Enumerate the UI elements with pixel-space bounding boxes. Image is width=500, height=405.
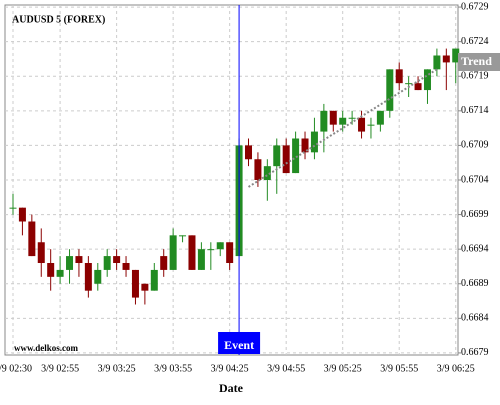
candle-body (197, 249, 205, 270)
candle-body (273, 145, 281, 167)
y-tick-label: 0.6719 (461, 71, 489, 82)
candle-body (113, 256, 121, 264)
x-tick-label: 3/9 05:25 (324, 363, 362, 374)
candle-body (150, 269, 158, 291)
candle-body (423, 69, 431, 91)
candle-body (367, 124, 375, 126)
x-tick-label: 3/9 03:55 (154, 363, 192, 374)
candle-body (282, 145, 290, 174)
candle-body (141, 283, 149, 291)
candle-body (386, 69, 394, 111)
candle-body (254, 159, 262, 180)
y-tick-label: 0.6689 (461, 278, 489, 289)
candle-body (329, 110, 337, 125)
candle-body (131, 269, 139, 298)
trend-label-box (458, 53, 500, 71)
candle-body (226, 242, 234, 264)
candle-body (207, 249, 215, 251)
candle-body (160, 256, 168, 270)
y-tick-label: 0.6679 (461, 347, 489, 358)
candle-body (310, 131, 318, 153)
candle-body (433, 55, 441, 70)
watermark: www.delkos.com (14, 343, 79, 353)
candle-body (28, 221, 36, 257)
x-tick-label: 3/9 02:30 (0, 363, 32, 374)
trend-label: Trend (461, 54, 492, 68)
x-tick-label: 3/9 04:25 (211, 363, 249, 374)
candle-body (18, 207, 26, 222)
candle-body (358, 117, 366, 132)
x-tick-label: 3/9 05:55 (380, 363, 418, 374)
candle-body (245, 145, 252, 160)
candle-body (216, 242, 224, 250)
y-tick-label: 0.6724 (461, 36, 489, 47)
x-tick-label: 3/9 03:25 (98, 363, 136, 374)
candle-body (169, 235, 177, 270)
x-tick-label: 3/9 06:25 (437, 363, 475, 374)
plot-area (4, 4, 459, 356)
trend-line (247, 68, 438, 188)
y-tick-label: 0.6684 (461, 313, 489, 324)
y-tick-label: 0.6709 (461, 140, 489, 151)
x-tick-label: 3/9 02:55 (41, 363, 79, 374)
candle-body (320, 110, 328, 132)
candle-body (442, 55, 450, 63)
event-label: Event (224, 338, 254, 352)
y-tick-label: 0.6714 (461, 105, 489, 116)
candle-body (66, 256, 74, 270)
y-tick-label: 0.6704 (461, 174, 489, 185)
candle-body (84, 263, 92, 291)
candle-body (301, 138, 309, 153)
x-axis-label: Date (219, 381, 244, 395)
candle-body (339, 117, 347, 125)
candle-body (348, 117, 356, 119)
candle-body (188, 235, 196, 270)
candle-body (103, 256, 111, 270)
candle-body (56, 269, 64, 277)
candle-body (9, 207, 17, 209)
candle-body (94, 269, 102, 284)
candle-body (47, 263, 55, 277)
chart-title: AUDUSD 5 (FOREX) (12, 14, 105, 25)
candle-body (405, 83, 413, 85)
event-label-box (218, 332, 261, 354)
x-tick-label: 3/9 04:55 (267, 363, 305, 374)
y-tick-label: 0.6694 (461, 243, 489, 254)
candle-body (263, 166, 271, 180)
candle-body (376, 110, 384, 125)
candle-body (292, 138, 300, 174)
candle-body (452, 48, 460, 63)
y-tick-label: 0.6729 (461, 1, 489, 12)
candle-body (37, 242, 45, 264)
candle-body (75, 256, 83, 264)
candle-body (414, 83, 422, 91)
candle-body (122, 263, 130, 270)
candle-body (179, 235, 187, 237)
candle-body (395, 69, 403, 84)
y-tick-label: 0.6699 (461, 209, 489, 220)
